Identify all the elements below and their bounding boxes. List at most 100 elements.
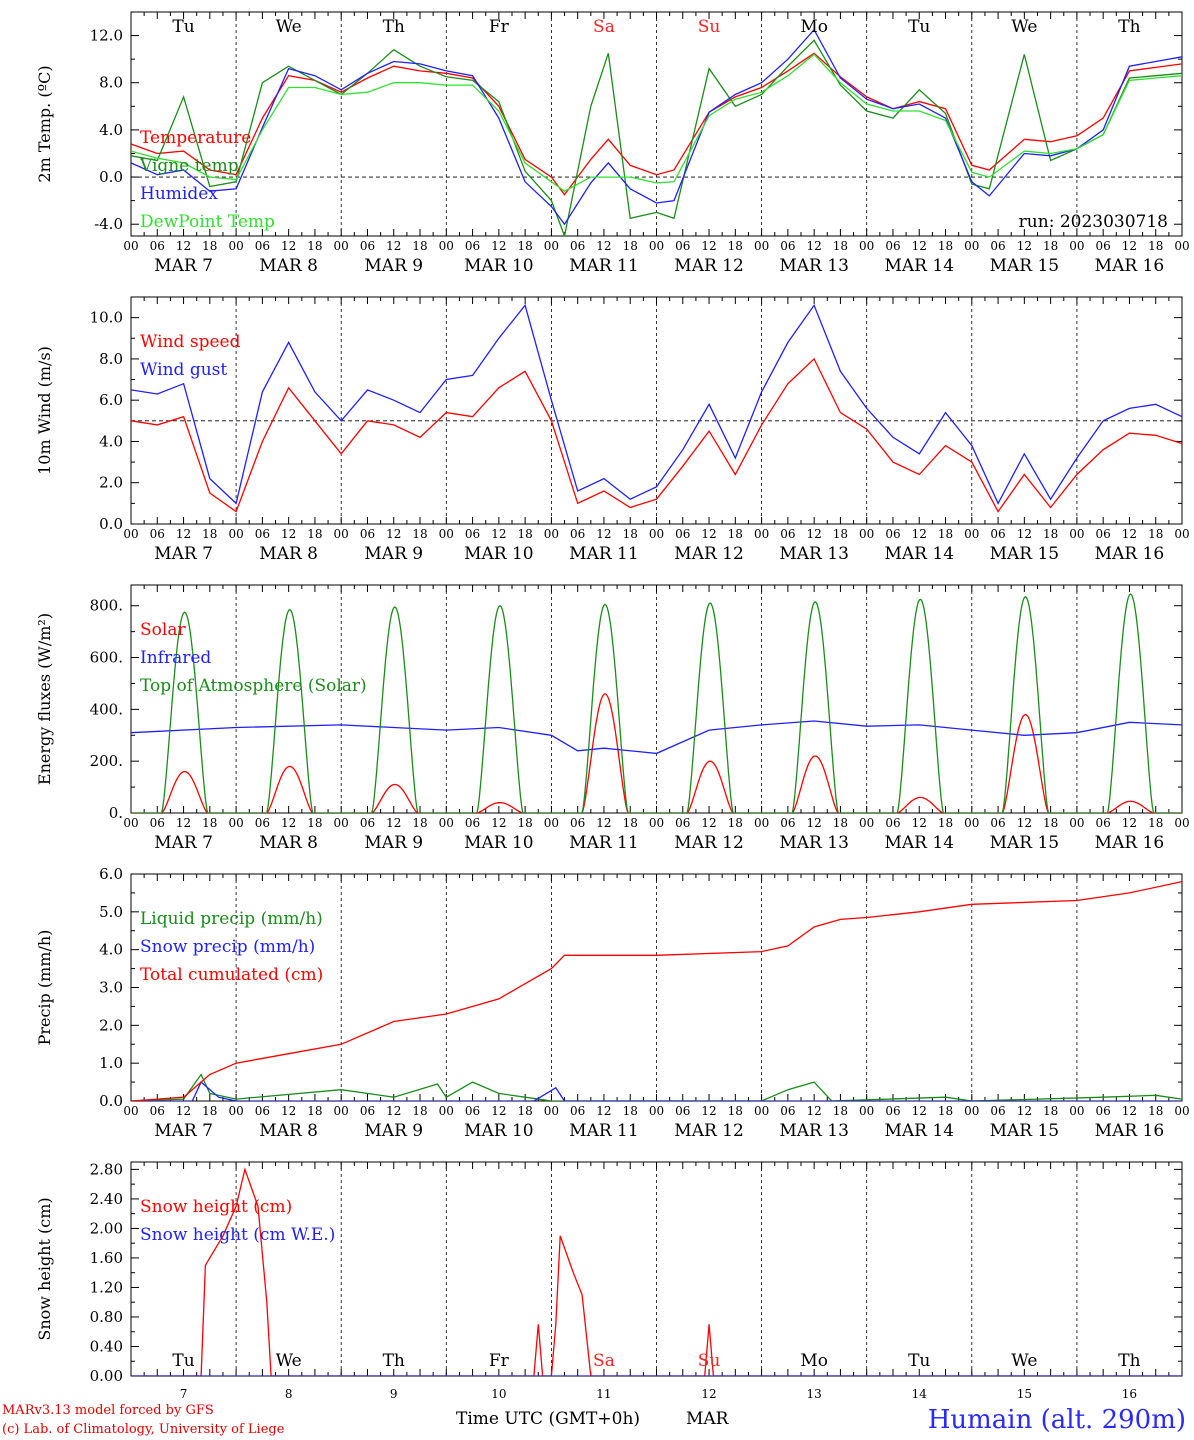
hour-tick-label: 12 <box>386 1104 401 1118</box>
day-label: MAR 15 <box>990 833 1060 853</box>
weekday-label: Fr <box>489 1351 510 1371</box>
y-tick-label: 5.0 <box>99 903 123 921</box>
weekday-label: Mo <box>800 1351 828 1371</box>
y-tick-label: 6.0 <box>99 391 123 409</box>
hour-tick-label: 12 <box>491 1104 506 1118</box>
panel-wind: 0.0 2.0 4.0 6.0 8.0 10.0 10m Wind (m/s) Wind sp… <box>35 296 1190 564</box>
station-name: Humain (alt. 290m) <box>928 1405 1186 1435</box>
hour-tick-label: 12 <box>1017 1104 1032 1118</box>
y-tick-label: 0.00 <box>90 1367 123 1385</box>
hour-tick-label: 00 <box>754 1104 769 1118</box>
day-label: MAR 9 <box>364 1121 423 1141</box>
y-tick-label: 6.0 <box>99 865 123 883</box>
hour-tick-label: 12 <box>386 816 401 830</box>
hour-tick-label: 00 <box>1069 816 1084 830</box>
hour-tick-label: 00 <box>334 816 349 830</box>
weekday-label: Mo <box>800 17 828 37</box>
day-label: MAR 13 <box>779 833 849 853</box>
hour-tick-label: 00 <box>1069 1104 1084 1118</box>
hour-tick-label: 00 <box>1174 816 1189 830</box>
legend-total-cumulated-cm-: Total cumulated (cm) <box>140 965 323 985</box>
series-line-humidex <box>131 28 1182 226</box>
hour-tick-label: 12 <box>176 816 191 830</box>
hour-tick-label: 12 <box>281 527 296 541</box>
hour-tick-label: 06 <box>255 816 270 830</box>
hour-tick-label: 00 <box>544 816 559 830</box>
hour-tick-label: 00 <box>1174 527 1189 541</box>
hour-tick-label: 18 <box>938 1104 953 1118</box>
legend-snow-height-cm-: Snow height (cm) <box>140 1197 292 1217</box>
hour-tick-label: 18 <box>307 527 322 541</box>
hour-tick-label: 00 <box>439 1104 454 1118</box>
weekday-label: Sa <box>593 1351 615 1371</box>
hour-tick-label: 06 <box>885 816 900 830</box>
hour-tick-label: 18 <box>517 239 532 253</box>
hour-tick-label: 18 <box>1148 816 1163 830</box>
hour-tick-label: 12 <box>912 816 927 830</box>
hour-tick-label: 12 <box>596 816 611 830</box>
day-label: MAR 10 <box>464 544 534 564</box>
hour-tick-label: 18 <box>412 816 427 830</box>
hour-tick-label: 12 <box>596 239 611 253</box>
day-label: MAR 12 <box>674 833 744 853</box>
hour-tick-label: 00 <box>544 527 559 541</box>
hour-tick-label: 06 <box>255 239 270 253</box>
day-label: MAR 12 <box>674 1121 744 1141</box>
y-tick-label: 200. <box>90 752 123 770</box>
day-number-label: 12 <box>701 1387 716 1401</box>
hour-tick-label: 18 <box>728 239 743 253</box>
hour-tick-label: 06 <box>1096 527 1111 541</box>
weekday-label: Fr <box>489 17 510 37</box>
xaxis-month: MAR <box>686 1409 730 1429</box>
day-label: MAR 13 <box>779 1121 849 1141</box>
day-number-label: 15 <box>1017 1387 1032 1401</box>
hour-tick-label: 00 <box>228 816 243 830</box>
day-label: MAR 16 <box>1095 256 1165 276</box>
hour-tick-label: 00 <box>123 816 138 830</box>
day-label: MAR 16 <box>1095 544 1165 564</box>
day-label: MAR 9 <box>364 833 423 853</box>
legend-wind-gust: Wind gust <box>140 360 227 380</box>
day-label: MAR 12 <box>674 256 744 276</box>
hour-tick-label: 06 <box>150 1104 165 1118</box>
hour-tick-label: 06 <box>675 1104 690 1118</box>
legend-wind-speed: Wind speed <box>140 332 241 352</box>
hour-tick-label: 18 <box>938 527 953 541</box>
panel-energy: 0. 200. 400. 600. 800. Energy fluxes (W/m²) So… <box>35 584 1190 853</box>
hour-tick-label: 18 <box>202 527 217 541</box>
hour-tick-label: 00 <box>123 1104 138 1118</box>
hour-tick-label: 06 <box>990 1104 1005 1118</box>
hour-tick-label: 12 <box>701 239 716 253</box>
panel-precip: 0.0 1.0 2.0 3.0 4.0 5.0 6.0 Precip (mm/h) Liquid… <box>35 865 1190 1141</box>
day-label: MAR 16 <box>1095 833 1165 853</box>
hour-tick-label: 18 <box>623 527 638 541</box>
hour-tick-label: 18 <box>517 527 532 541</box>
hour-tick-label: 12 <box>281 816 296 830</box>
hour-tick-label: 00 <box>964 527 979 541</box>
hour-tick-label: 06 <box>780 239 795 253</box>
hour-tick-label: 00 <box>859 239 874 253</box>
hour-tick-label: 06 <box>255 527 270 541</box>
series-line-top-of-atmosphere-solar- <box>131 593 1182 813</box>
hour-tick-label: 06 <box>1096 239 1111 253</box>
y-tick-label: 0. <box>109 804 123 822</box>
hour-tick-label: 00 <box>123 527 138 541</box>
hour-tick-label: 12 <box>281 239 296 253</box>
weekday-label: Th <box>383 17 405 37</box>
hour-tick-label: 18 <box>728 816 743 830</box>
hour-tick-label: 12 <box>281 1104 296 1118</box>
hour-tick-label: 12 <box>386 239 401 253</box>
day-label: MAR 10 <box>464 1121 534 1141</box>
y-tick-label: 0.0 <box>99 1092 123 1110</box>
hour-tick-label: 00 <box>228 1104 243 1118</box>
hour-tick-label: 06 <box>570 527 585 541</box>
hour-tick-label: 00 <box>649 239 664 253</box>
model-credit: MARv3.13 model forced by GFS <box>2 1403 214 1418</box>
hour-tick-label: 06 <box>885 239 900 253</box>
series-group <box>131 1167 1182 1376</box>
hour-tick-label: 18 <box>412 1104 427 1118</box>
series-line-dewpoint-temp <box>131 53 1182 192</box>
y-tick-label: 2.40 <box>90 1190 123 1208</box>
hour-tick-label: 12 <box>701 1104 716 1118</box>
day-label: MAR 9 <box>364 256 423 276</box>
